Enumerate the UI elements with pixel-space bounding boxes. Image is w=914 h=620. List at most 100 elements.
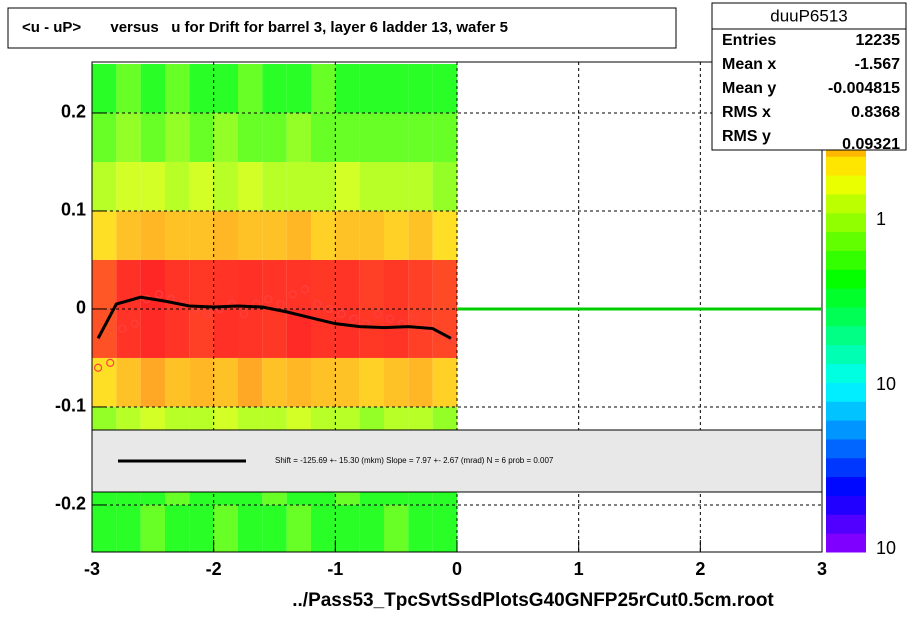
heat-cell	[165, 504, 190, 552]
stats-value: 0.09321	[842, 136, 900, 153]
heat-cell	[432, 259, 457, 309]
heat-cell	[432, 357, 457, 407]
heat-cell	[286, 210, 311, 260]
heat-cell	[213, 357, 238, 407]
colorbar-band	[826, 344, 866, 365]
heat-cell	[384, 504, 409, 552]
stats-value: -0.004815	[828, 80, 900, 97]
heat-cell	[335, 112, 360, 162]
colorbar-band	[826, 363, 866, 383]
heat-cell	[262, 308, 287, 358]
heat-cell	[408, 504, 433, 552]
heat-cell	[432, 63, 457, 113]
heat-cell	[311, 308, 336, 358]
heat-cell	[432, 504, 457, 552]
y-tick-label: 0	[76, 298, 86, 318]
colorbar-band	[826, 212, 866, 233]
heat-cell	[189, 357, 214, 407]
colorbar-band	[826, 514, 866, 534]
colorbar-label: 1	[876, 209, 886, 229]
heat-cell	[408, 63, 433, 113]
plot-frame	[91, 61, 823, 553]
colorbar-band	[826, 269, 866, 289]
heat-cell	[335, 357, 360, 407]
heat-cell	[140, 210, 165, 260]
heat-cell	[92, 259, 117, 309]
heat-cell	[165, 357, 190, 407]
profile-point	[325, 304, 334, 314]
heat-cell	[311, 63, 336, 113]
stats-label: RMS x	[722, 104, 771, 121]
heat-cell	[116, 161, 141, 211]
colorbar-band	[826, 175, 866, 195]
heat-cell	[165, 210, 190, 260]
heat-cell	[335, 161, 360, 211]
heat-cell	[140, 63, 165, 113]
heat-cell	[286, 504, 311, 552]
heat-cell	[213, 308, 238, 358]
heat-cell	[189, 112, 214, 162]
stats-label: Mean y	[722, 80, 776, 97]
heat-cell	[311, 357, 336, 407]
heat-cell	[384, 161, 409, 211]
y-tick-label: 0.2	[61, 102, 86, 122]
heat-cell	[311, 161, 336, 211]
colorbar-band	[826, 438, 866, 459]
heat-cell	[384, 259, 409, 309]
heat-cell	[116, 112, 141, 162]
heat-cell	[165, 112, 190, 162]
heat-cell	[238, 161, 263, 211]
heat-cell	[286, 357, 311, 407]
profile-point	[349, 314, 358, 323]
colorbar-band	[826, 382, 866, 402]
colorbar-label: 10	[876, 374, 896, 394]
x-tick-label: 3	[817, 559, 827, 579]
heat-cell	[286, 112, 311, 162]
heat-cell	[359, 161, 384, 211]
heat-cell	[140, 504, 165, 552]
heat-cell	[384, 63, 409, 113]
heat-cell	[238, 210, 263, 260]
heat-cell	[311, 210, 336, 260]
heat-cell	[92, 308, 117, 358]
heat-cell	[359, 504, 384, 552]
y-tick-label: -0.1	[55, 396, 86, 416]
profile-point	[276, 299, 285, 309]
heat-cell	[262, 112, 287, 162]
stats-label: RMS y	[722, 128, 771, 145]
heat-cell	[384, 210, 409, 260]
heat-cell	[213, 210, 238, 260]
heat-cell	[335, 63, 360, 113]
x-tick-label: 1	[574, 559, 584, 579]
stats-value: 0.8368	[851, 104, 900, 121]
profile-point	[385, 314, 395, 323]
profile-point	[203, 309, 212, 318]
colorbar-band	[826, 476, 866, 496]
profile-point	[312, 299, 322, 309]
profile-point	[93, 363, 103, 372]
stats-value: -1.567	[855, 56, 900, 73]
heat-cell	[165, 63, 190, 113]
profile-point	[373, 309, 383, 318]
profile-point	[106, 358, 115, 367]
profile-point	[264, 295, 273, 304]
heat-cell	[408, 357, 433, 407]
heat-cell	[238, 504, 263, 552]
fit-curve	[96, 295, 452, 340]
x-tick-label: -3	[84, 559, 100, 579]
heat-cell	[213, 504, 238, 552]
heat-cell	[311, 112, 336, 162]
heat-cell	[408, 112, 433, 162]
y-tick-label: 0.1	[61, 200, 86, 220]
heat-cell	[189, 259, 214, 309]
heat-cell	[213, 161, 238, 211]
heat-cell	[92, 63, 117, 113]
heat-cell	[286, 63, 311, 113]
heat-cell	[92, 504, 117, 552]
colorbar-band	[826, 231, 866, 251]
x-tick-label: 0	[452, 559, 462, 579]
profile-point	[239, 309, 249, 318]
profile-point	[130, 319, 139, 328]
heat-cell	[286, 161, 311, 211]
heat-cell	[359, 357, 384, 407]
